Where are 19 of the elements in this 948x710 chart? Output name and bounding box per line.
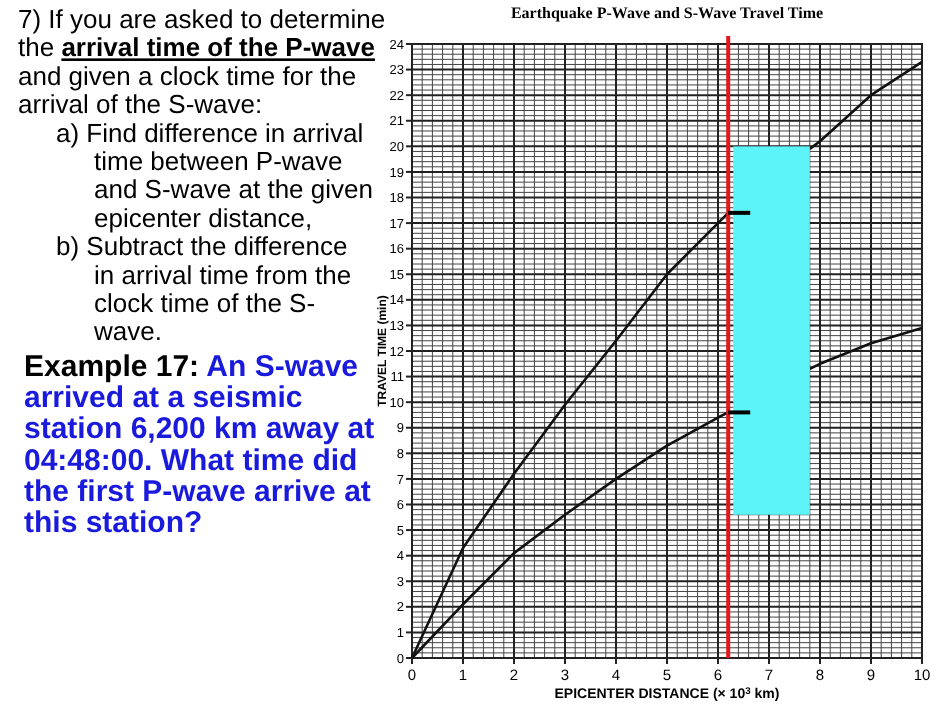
- text: arrived at a seismic: [24, 381, 303, 416]
- text: epicenter distance,: [94, 202, 313, 233]
- text: and S-wave at the given: [94, 174, 373, 205]
- text: clock time of the S-: [94, 288, 316, 318]
- text: this station?: [24, 506, 203, 540]
- text: b) Subtract the difference: [56, 231, 348, 262]
- text: the arrival time of the P-wave: [18, 32, 375, 63]
- text: Example 17: An S-wave: [24, 350, 359, 384]
- text: 04:48:00. What time did: [24, 443, 358, 478]
- text: the first P-wave arrive at: [24, 474, 371, 509]
- text: 7) If you are asked to determine: [18, 4, 386, 34]
- text: a) Find difference in arrival: [56, 117, 364, 148]
- text: and given a clock time for the: [18, 60, 357, 91]
- text: arrival of the S-wave:: [18, 89, 263, 120]
- chart-title: Earthquake P-Wave and S-Wave Travel Time: [510, 4, 824, 22]
- text: wave.: [92, 316, 162, 347]
- text: time between P-wave: [94, 146, 343, 176]
- text: station 6,200 km away at: [24, 412, 375, 447]
- text: in arrival time from the: [94, 259, 352, 290]
